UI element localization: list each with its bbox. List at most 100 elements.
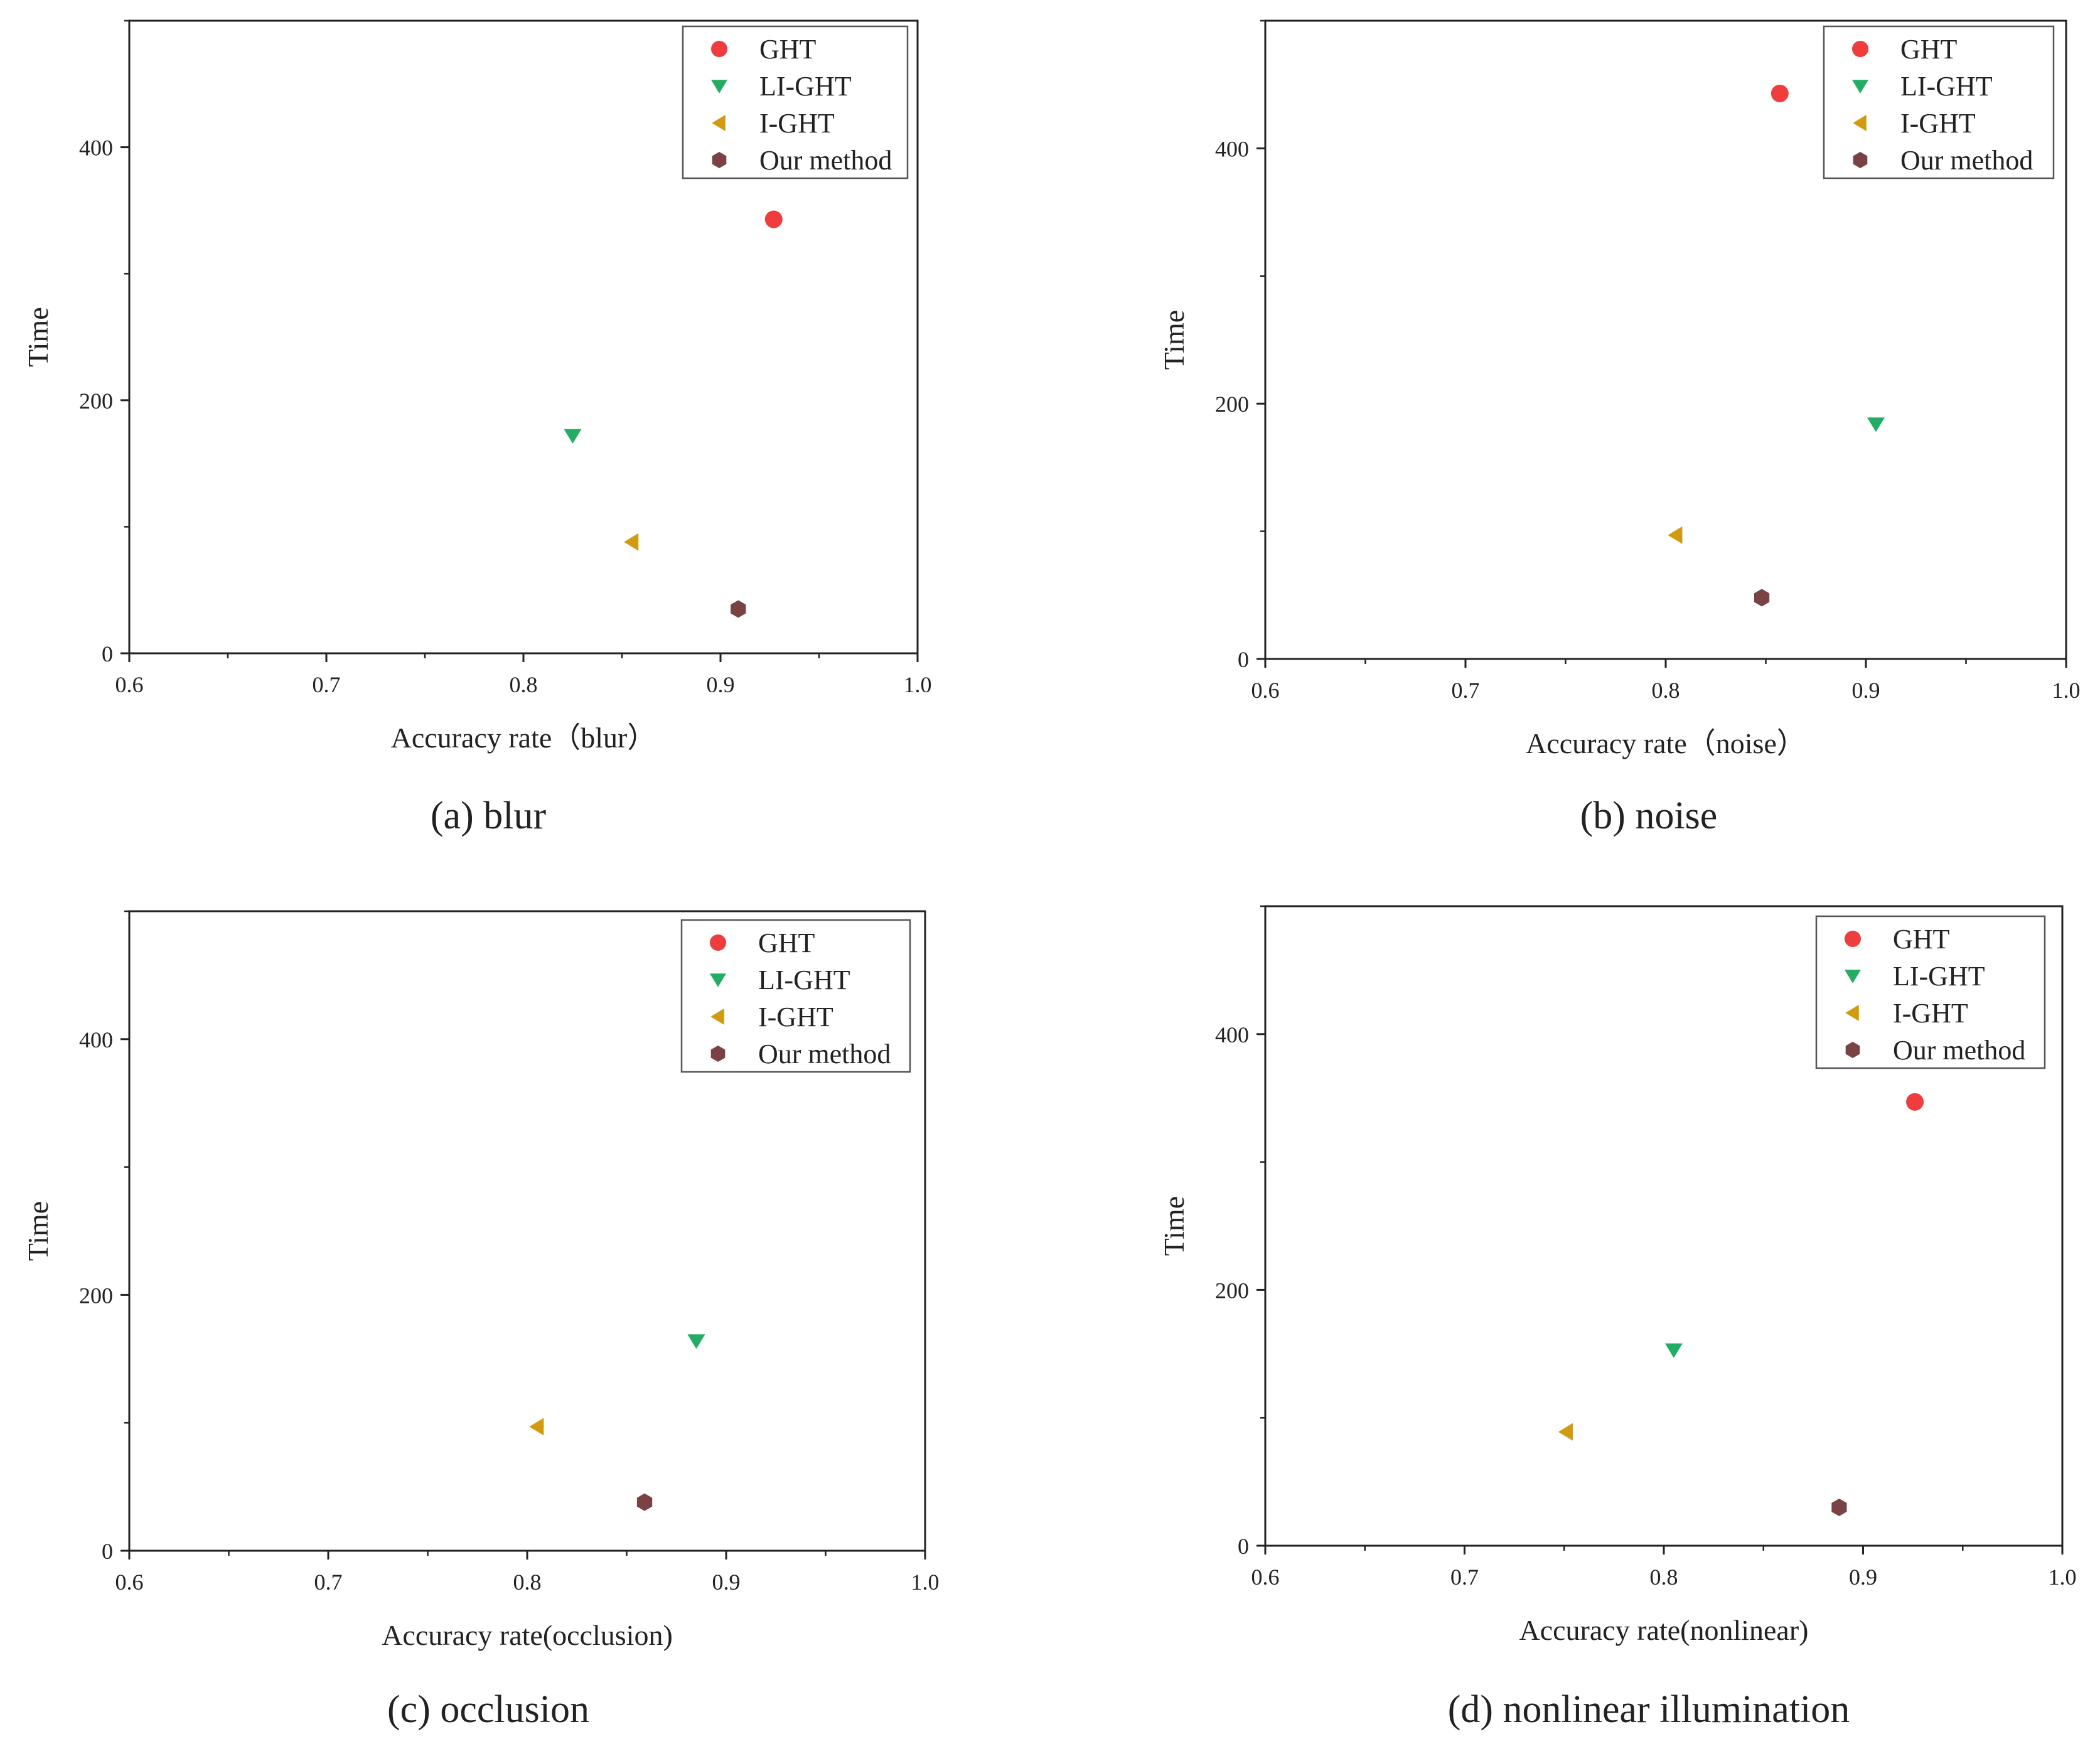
legend-label: Our method [1900,145,2033,176]
x-tick-label: 1.0 [911,1570,940,1595]
x-tick-label: 0.6 [1251,678,1280,703]
y-tick-label: 400 [79,1027,113,1052]
data-point-li-ght [1867,417,1885,432]
x-tick-label: 1.0 [2049,1565,2077,1590]
legend-label: I-GHT [1893,998,1968,1029]
legend-marker [1845,970,1861,983]
y-axis-label: Time [22,307,54,367]
legend-label: LI-GHT [758,965,850,995]
y-tick-label: 400 [1215,136,1249,161]
data-point-i-ght [1558,1423,1573,1441]
data-point-li-ght [687,1334,705,1349]
y-axis-label: Time [22,1201,54,1261]
legend-marker [711,41,727,57]
y-tick-label: 0 [102,1539,113,1564]
y-tick-label: 0 [1238,647,1249,672]
legend-marker [1852,41,1868,57]
data-point-i-ght [529,1418,544,1436]
legend-marker [710,1009,724,1025]
data-point-our-method [731,600,746,618]
legend-marker [1845,1042,1860,1058]
x-tick-label: 0.7 [1452,678,1480,703]
legend-marker [712,115,726,131]
legend-marker [1853,152,1868,168]
data-point-our-method [636,1493,653,1511]
panel-caption: (c) occlusion [387,1688,589,1731]
panel-caption: (b) noise [1580,795,1718,837]
x-tick-label: 0.7 [1450,1565,1479,1590]
x-tick-label: 0.6 [1251,1565,1280,1590]
legend-marker [712,152,727,168]
legend-label: GHT [1893,924,1950,955]
data-point-ght [1771,84,1789,102]
x-tick-label: 0.9 [1849,1565,1877,1590]
x-tick-label: 0.8 [510,672,538,697]
y-tick-label: 200 [1215,392,1249,417]
x-tick-label: 0.9 [1852,678,1880,703]
legend-marker [1845,1005,1859,1021]
legend-label: I-GHT [758,1002,833,1032]
data-point-our-method [1831,1498,1847,1516]
legend-label: I-GHT [759,108,835,139]
legend-marker [710,1046,726,1062]
x-tick-label: 0.6 [115,672,144,697]
data-point-ght [764,210,783,228]
legend-label: GHT [1900,34,1958,65]
x-tick-label: 0.8 [1650,1565,1678,1590]
x-tick-label: 0.7 [313,672,341,697]
legend: GHT LI-GHT I-GHT Our method [1823,25,2055,179]
y-axis-label: Time [1158,310,1190,370]
legend-label: LI-GHT [759,71,852,102]
x-tick-label: 0.6 [115,1570,144,1595]
legend: GHT LI-GHT I-GHT Our method [680,919,911,1073]
legend-marker [711,80,727,94]
legend-marker [1852,80,1868,94]
legend-label: Our method [758,1039,891,1069]
data-point-i-ght [624,533,639,551]
chart-panel-1: 0.6 0.7 0.8 0.9 1.0 0 200 400 Accuracy rate（blur… [22,19,932,837]
legend-marker [1845,931,1861,947]
legend-marker [710,973,726,987]
legend-label: LI-GHT [1893,961,1985,992]
x-tick-label: 1.0 [2052,678,2081,703]
y-tick-label: 400 [1215,1022,1249,1047]
y-tick-label: 0 [1238,1534,1249,1559]
legend: GHT LI-GHT I-GHT Our method [682,25,909,179]
y-tick-label: 400 [79,136,113,161]
legend-label: GHT [759,34,817,65]
legend-label: LI-GHT [1900,71,1993,102]
y-tick-label: 0 [102,641,113,666]
x-tick-label: 0.9 [707,672,735,697]
x-tick-label: 0.9 [712,1570,741,1595]
legend-marker [1853,115,1867,131]
data-point-ght [1906,1093,1924,1111]
y-tick-label: 200 [79,388,113,414]
y-tick-label: 200 [79,1283,113,1308]
y-axis-label: Time [1158,1196,1190,1256]
chart-panel-3: 0.6 0.7 0.8 0.9 1.0 0 200 400 Accuracy rate(occl… [22,910,940,1731]
legend-label: GHT [758,928,815,958]
panel-caption: (a) blur [431,795,547,837]
legend-label: Our method [759,145,892,176]
x-axis-label: Accuracy rate（noise） [1526,727,1806,759]
legend-marker [710,934,726,951]
x-axis-label: Accuracy rate（blur） [391,722,656,754]
chart-panel-4: 0.6 0.7 0.8 0.9 1.0 0 200 400 Accuracy rate(nonl… [1158,905,2077,1731]
legend-label: Our method [1893,1035,2025,1066]
x-tick-label: 0.7 [314,1570,343,1595]
chart-panel-2: 0.6 0.7 0.8 0.9 1.0 0 200 400 Accuracy rate（nois… [1158,19,2081,837]
data-point-li-ght [1664,1343,1683,1358]
panel-caption: (d) nonlinear illumination [1448,1688,1850,1731]
data-point-our-method [1754,589,1770,607]
x-tick-label: 0.8 [513,1570,542,1595]
x-tick-label: 1.0 [904,672,932,697]
legend-label: I-GHT [1900,108,1976,139]
x-axis-label: Accuracy rate(occlusion) [382,1619,673,1651]
x-axis-label: Accuracy rate(nonlinear) [1519,1614,1809,1646]
y-tick-label: 200 [1215,1278,1249,1303]
data-point-li-ght [564,429,582,444]
x-tick-label: 0.8 [1652,678,1680,703]
data-point-i-ght [1668,526,1683,544]
legend: GHT LI-GHT I-GHT Our method [1815,915,2046,1069]
